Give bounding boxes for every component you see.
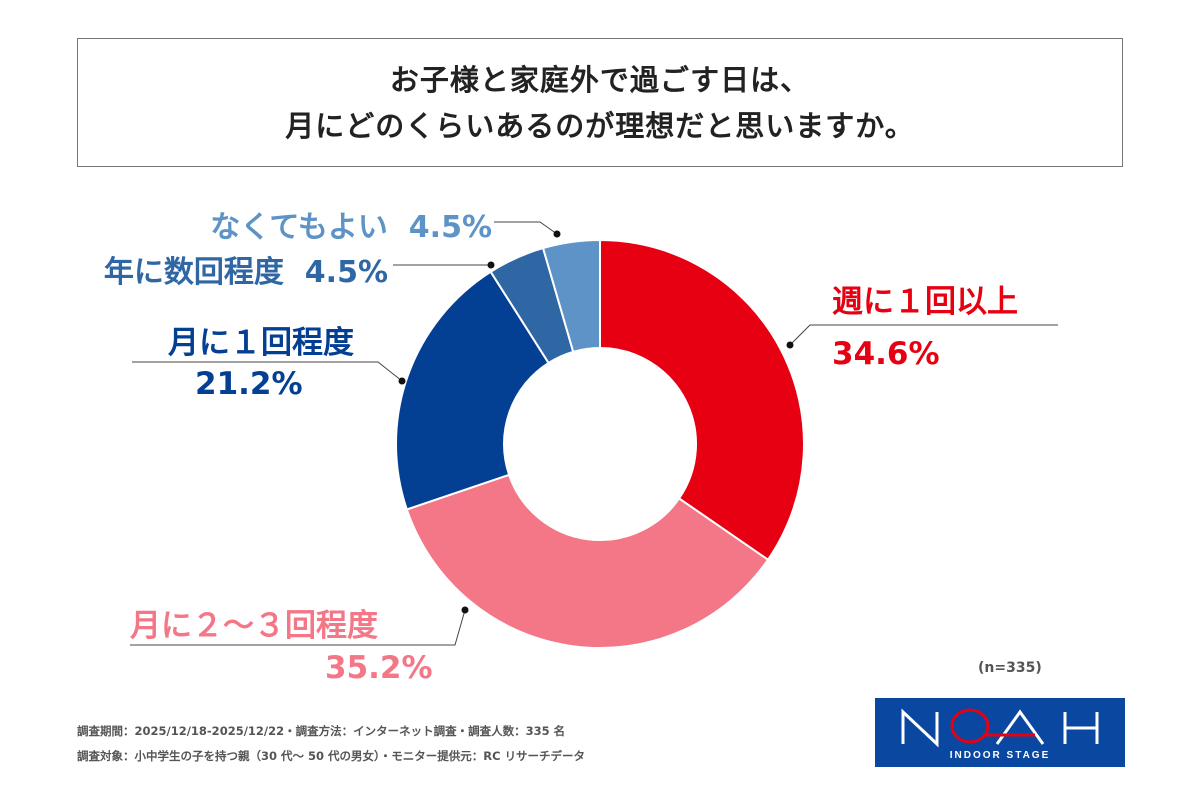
leader-dot [461,606,469,614]
title-line-2: 月にどのくらいあるのが理想だと思いますか。 [285,108,915,143]
value-weekly: 34.6% [832,336,940,372]
leader-dot [487,261,495,269]
donut-slice-2 [395,270,550,511]
label-yearly: 年に数回程度 4.5% [104,247,388,291]
noah-logo: INDOOR STAGE [875,698,1125,767]
donut-slice-1 [405,473,770,649]
leader-line-2-3 [130,609,466,646]
chart-title: お子様と家庭外で過ごす日は、 月にどのくらいあるのが理想だと思いますか。 [77,38,1123,167]
label-none-text: なくてもよい [210,210,388,245]
value-yearly: 4.5% [304,255,388,290]
logo-subtext: INDOOR STAGE [949,750,1051,761]
label-2-3: 月に２～３回程度 [130,608,378,644]
leader-line-weekly [789,324,1058,346]
label-weekly: 週に１回以上 [832,284,1018,320]
leader-line-none [494,221,558,235]
label-monthly: 月に１回程度 [168,325,354,361]
label-none: なくてもよい 4.5% [210,202,492,246]
leader-dot [553,230,561,238]
value-2-3: 35.2% [325,650,433,686]
donut-slice-4 [541,238,601,354]
value-none: 4.5% [408,210,492,245]
leader-dot [786,341,794,349]
footer-line-1: 調査期間：2025/12/18-2025/12/22・調査方法：インターネット調… [77,724,566,738]
noah-logo-mark [901,708,1099,748]
leader-dots [398,230,794,614]
footer-line-2: 調査対象：小中学生の子を持つ親（30 代～ 50 代の男女）・モニター提供元：R… [77,749,586,763]
title-line-1: お子様と家庭外で過ごす日は、 [389,62,811,97]
leader-lines [130,221,1058,646]
donut-slice-0 [599,238,805,562]
leader-dot [398,377,406,385]
sample-size: (n=335) [978,660,1042,676]
leader-line-monthly [132,361,403,382]
value-monthly: 21.2% [195,366,303,402]
label-yearly-text: 年に数回程度 [103,255,284,290]
